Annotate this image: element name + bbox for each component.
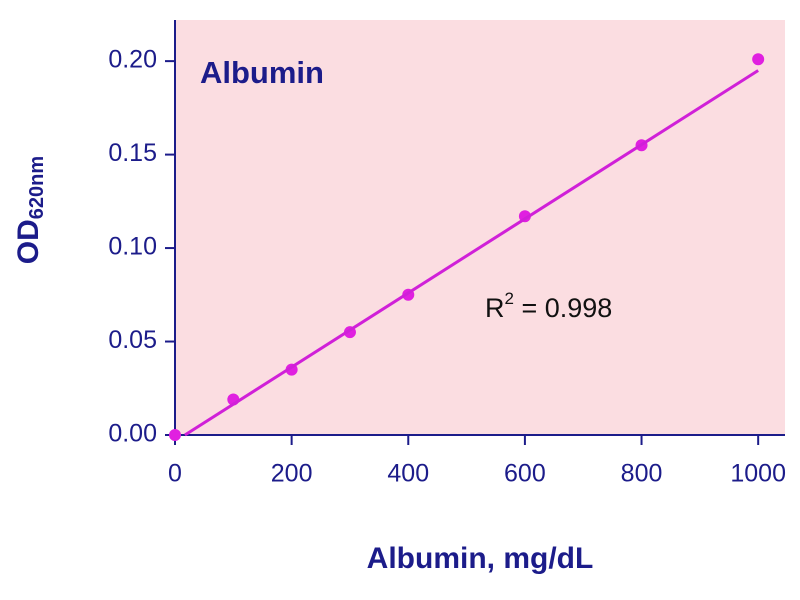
- plot-area: [175, 20, 785, 435]
- x-tick-label: 0: [168, 460, 182, 488]
- y-axis-title-subscript: 620nm: [26, 156, 48, 219]
- y-tick-label: 0.00: [108, 420, 157, 448]
- chart-title: Albumin: [200, 55, 324, 90]
- data-point: [169, 429, 181, 441]
- x-tick-label: 200: [271, 460, 313, 488]
- x-axis-title: Albumin, mg/dL: [367, 542, 594, 575]
- x-tick-label: 1000: [730, 460, 786, 488]
- annotation-rest: = 0.998: [514, 293, 612, 323]
- annotation-superscript: 2: [505, 289, 514, 308]
- y-tick-label: 0.20: [108, 46, 157, 74]
- y-axis-title: OD620nm: [12, 156, 48, 264]
- x-tick-label: 400: [387, 460, 429, 488]
- fit-line: [184, 69, 759, 437]
- annotation: R2 = 0.998: [485, 289, 612, 323]
- x-tick-label: 800: [621, 460, 663, 488]
- x-tick-label: 600: [504, 460, 546, 488]
- annotation-text: R: [485, 293, 505, 323]
- y-axis-title-text: OD: [12, 219, 45, 264]
- y-tick-label: 0.15: [108, 139, 157, 167]
- data-point: [752, 53, 765, 66]
- y-tick-label: 0.05: [108, 326, 157, 354]
- y-tick-label: 0.10: [108, 233, 157, 261]
